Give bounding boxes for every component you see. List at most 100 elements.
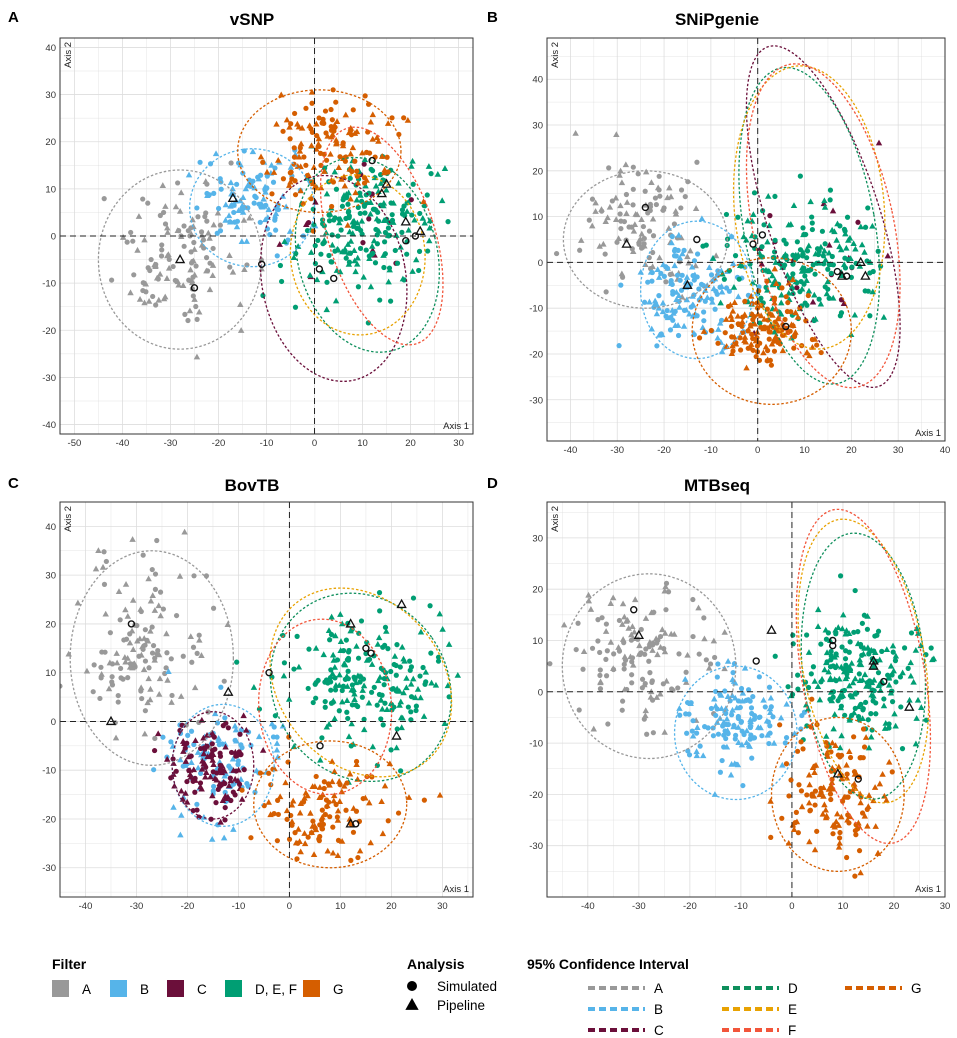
point-B	[251, 184, 258, 191]
point-G	[859, 810, 866, 816]
panel-C: C BovTB-40 -30 -20 -10 0 10 20 30-30-20-10010203…	[8, 475, 474, 912]
point-DEF	[405, 226, 412, 233]
point-B	[262, 188, 269, 195]
point-DEF	[319, 268, 326, 275]
point-A	[210, 221, 217, 228]
point-DEF	[861, 671, 869, 678]
point-A	[652, 635, 660, 642]
point-G	[753, 353, 759, 360]
point-A	[176, 572, 184, 579]
point-C	[875, 139, 883, 146]
point-A	[629, 672, 635, 678]
point-A	[671, 630, 678, 637]
point-C	[224, 793, 232, 800]
point-DEF	[410, 595, 417, 601]
point-DEF	[816, 296, 822, 302]
point-G	[324, 847, 331, 854]
point-A	[186, 277, 192, 283]
point-A	[136, 635, 144, 642]
point-DEF	[320, 651, 327, 658]
x-axis-label: Axis 1	[443, 884, 469, 895]
point-DEF	[867, 270, 873, 276]
point-A	[659, 626, 666, 633]
point-A	[617, 202, 624, 209]
point-B	[714, 674, 720, 680]
point-A	[191, 296, 198, 302]
point-DEF	[372, 174, 378, 181]
point-DEF	[865, 205, 871, 211]
point-A	[628, 637, 635, 643]
y-tick-label: -10	[42, 279, 56, 290]
y-tick-label: 30	[532, 121, 543, 132]
point-DEF	[435, 654, 442, 660]
point-G	[832, 742, 839, 749]
point-C	[177, 727, 183, 734]
legend-filter-label: B	[140, 982, 149, 997]
point-C	[187, 771, 194, 777]
point-DEF	[398, 724, 405, 731]
y-tick-label: 0	[51, 717, 56, 728]
pipeline-centroid	[396, 598, 407, 609]
point-DEF	[794, 239, 800, 245]
point-B	[658, 270, 664, 276]
point-G	[292, 110, 298, 117]
point-G	[844, 854, 850, 861]
point-B	[222, 715, 228, 721]
point-B	[724, 729, 731, 736]
point-A	[678, 293, 686, 300]
point-DEF	[857, 223, 865, 230]
point-G	[366, 799, 373, 806]
ellipse-F	[319, 126, 444, 346]
point-DEF	[336, 708, 342, 714]
point-B	[659, 299, 667, 306]
point-A	[139, 695, 145, 702]
point-C	[184, 778, 190, 785]
point-DEF	[383, 628, 390, 634]
simulated-centroid	[402, 237, 410, 245]
point-C	[209, 756, 216, 763]
legend-filter-label: A	[82, 982, 91, 997]
point-A	[603, 656, 609, 662]
plot-frame	[546, 501, 946, 898]
point-DEF	[381, 264, 387, 271]
point-DEF	[412, 694, 419, 701]
point-G	[288, 812, 294, 819]
point-B	[286, 228, 294, 234]
point-A	[597, 667, 603, 673]
point-DEF	[408, 163, 415, 169]
point-B	[718, 288, 726, 295]
legend-ci-label: A	[654, 981, 663, 996]
point-B	[716, 319, 724, 326]
point-G	[831, 823, 838, 830]
point-B	[664, 307, 670, 314]
x-tick-label: -10	[704, 445, 718, 456]
point-B	[191, 741, 197, 748]
point-DEF	[345, 715, 351, 722]
point-DEF	[792, 278, 800, 285]
point-DEF	[340, 197, 346, 203]
point-B	[260, 195, 267, 202]
point-DEF	[344, 683, 351, 689]
point-A	[177, 693, 185, 699]
point-A	[692, 205, 700, 211]
point-B	[249, 148, 257, 155]
point-A	[191, 246, 198, 252]
point-A	[127, 661, 133, 667]
point-DEF	[359, 694, 365, 700]
point-C	[192, 737, 199, 743]
point-G	[384, 120, 392, 126]
point-B	[197, 770, 204, 777]
point-C	[151, 747, 158, 754]
point-A	[196, 632, 202, 638]
point-DEF	[355, 703, 361, 710]
point-A	[210, 245, 216, 252]
point-G	[883, 796, 890, 803]
point-DEF	[861, 644, 868, 651]
point-G	[354, 179, 362, 186]
point-A	[165, 264, 173, 271]
legend-triangle-icon	[405, 998, 419, 1010]
point-B	[716, 715, 724, 721]
point-G	[306, 122, 313, 129]
point-G	[317, 150, 324, 156]
point-G	[730, 348, 736, 354]
